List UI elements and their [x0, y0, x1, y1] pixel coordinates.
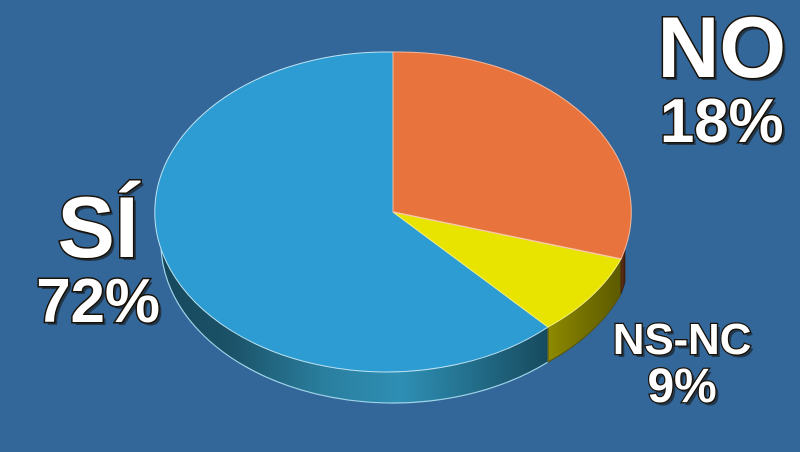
slice-label-no-percent: 18%	[658, 87, 785, 157]
pie-slice-nsnc[interactable]	[392, 211, 622, 328]
slice-label-no: NO 18%	[656, 0, 788, 157]
slice-divider-no-nsnc	[392, 211, 622, 260]
slice-label-nsnc-percent: 9%	[646, 360, 718, 414]
slice-label-si-name: SÍ	[56, 180, 140, 276]
pie-slice-no[interactable]	[392, 51, 632, 260]
slice-label-no-name: NO	[656, 0, 788, 96]
slice-label-si: SÍ 72%	[8, 180, 188, 337]
pie-slice-si[interactable]	[154, 51, 549, 373]
slice-label-si-percent: 72%	[35, 267, 162, 337]
slice-label-nsnc: NS-NC 9%	[572, 315, 792, 414]
slice-label-nsnc-name: NS-NC	[611, 315, 752, 364]
